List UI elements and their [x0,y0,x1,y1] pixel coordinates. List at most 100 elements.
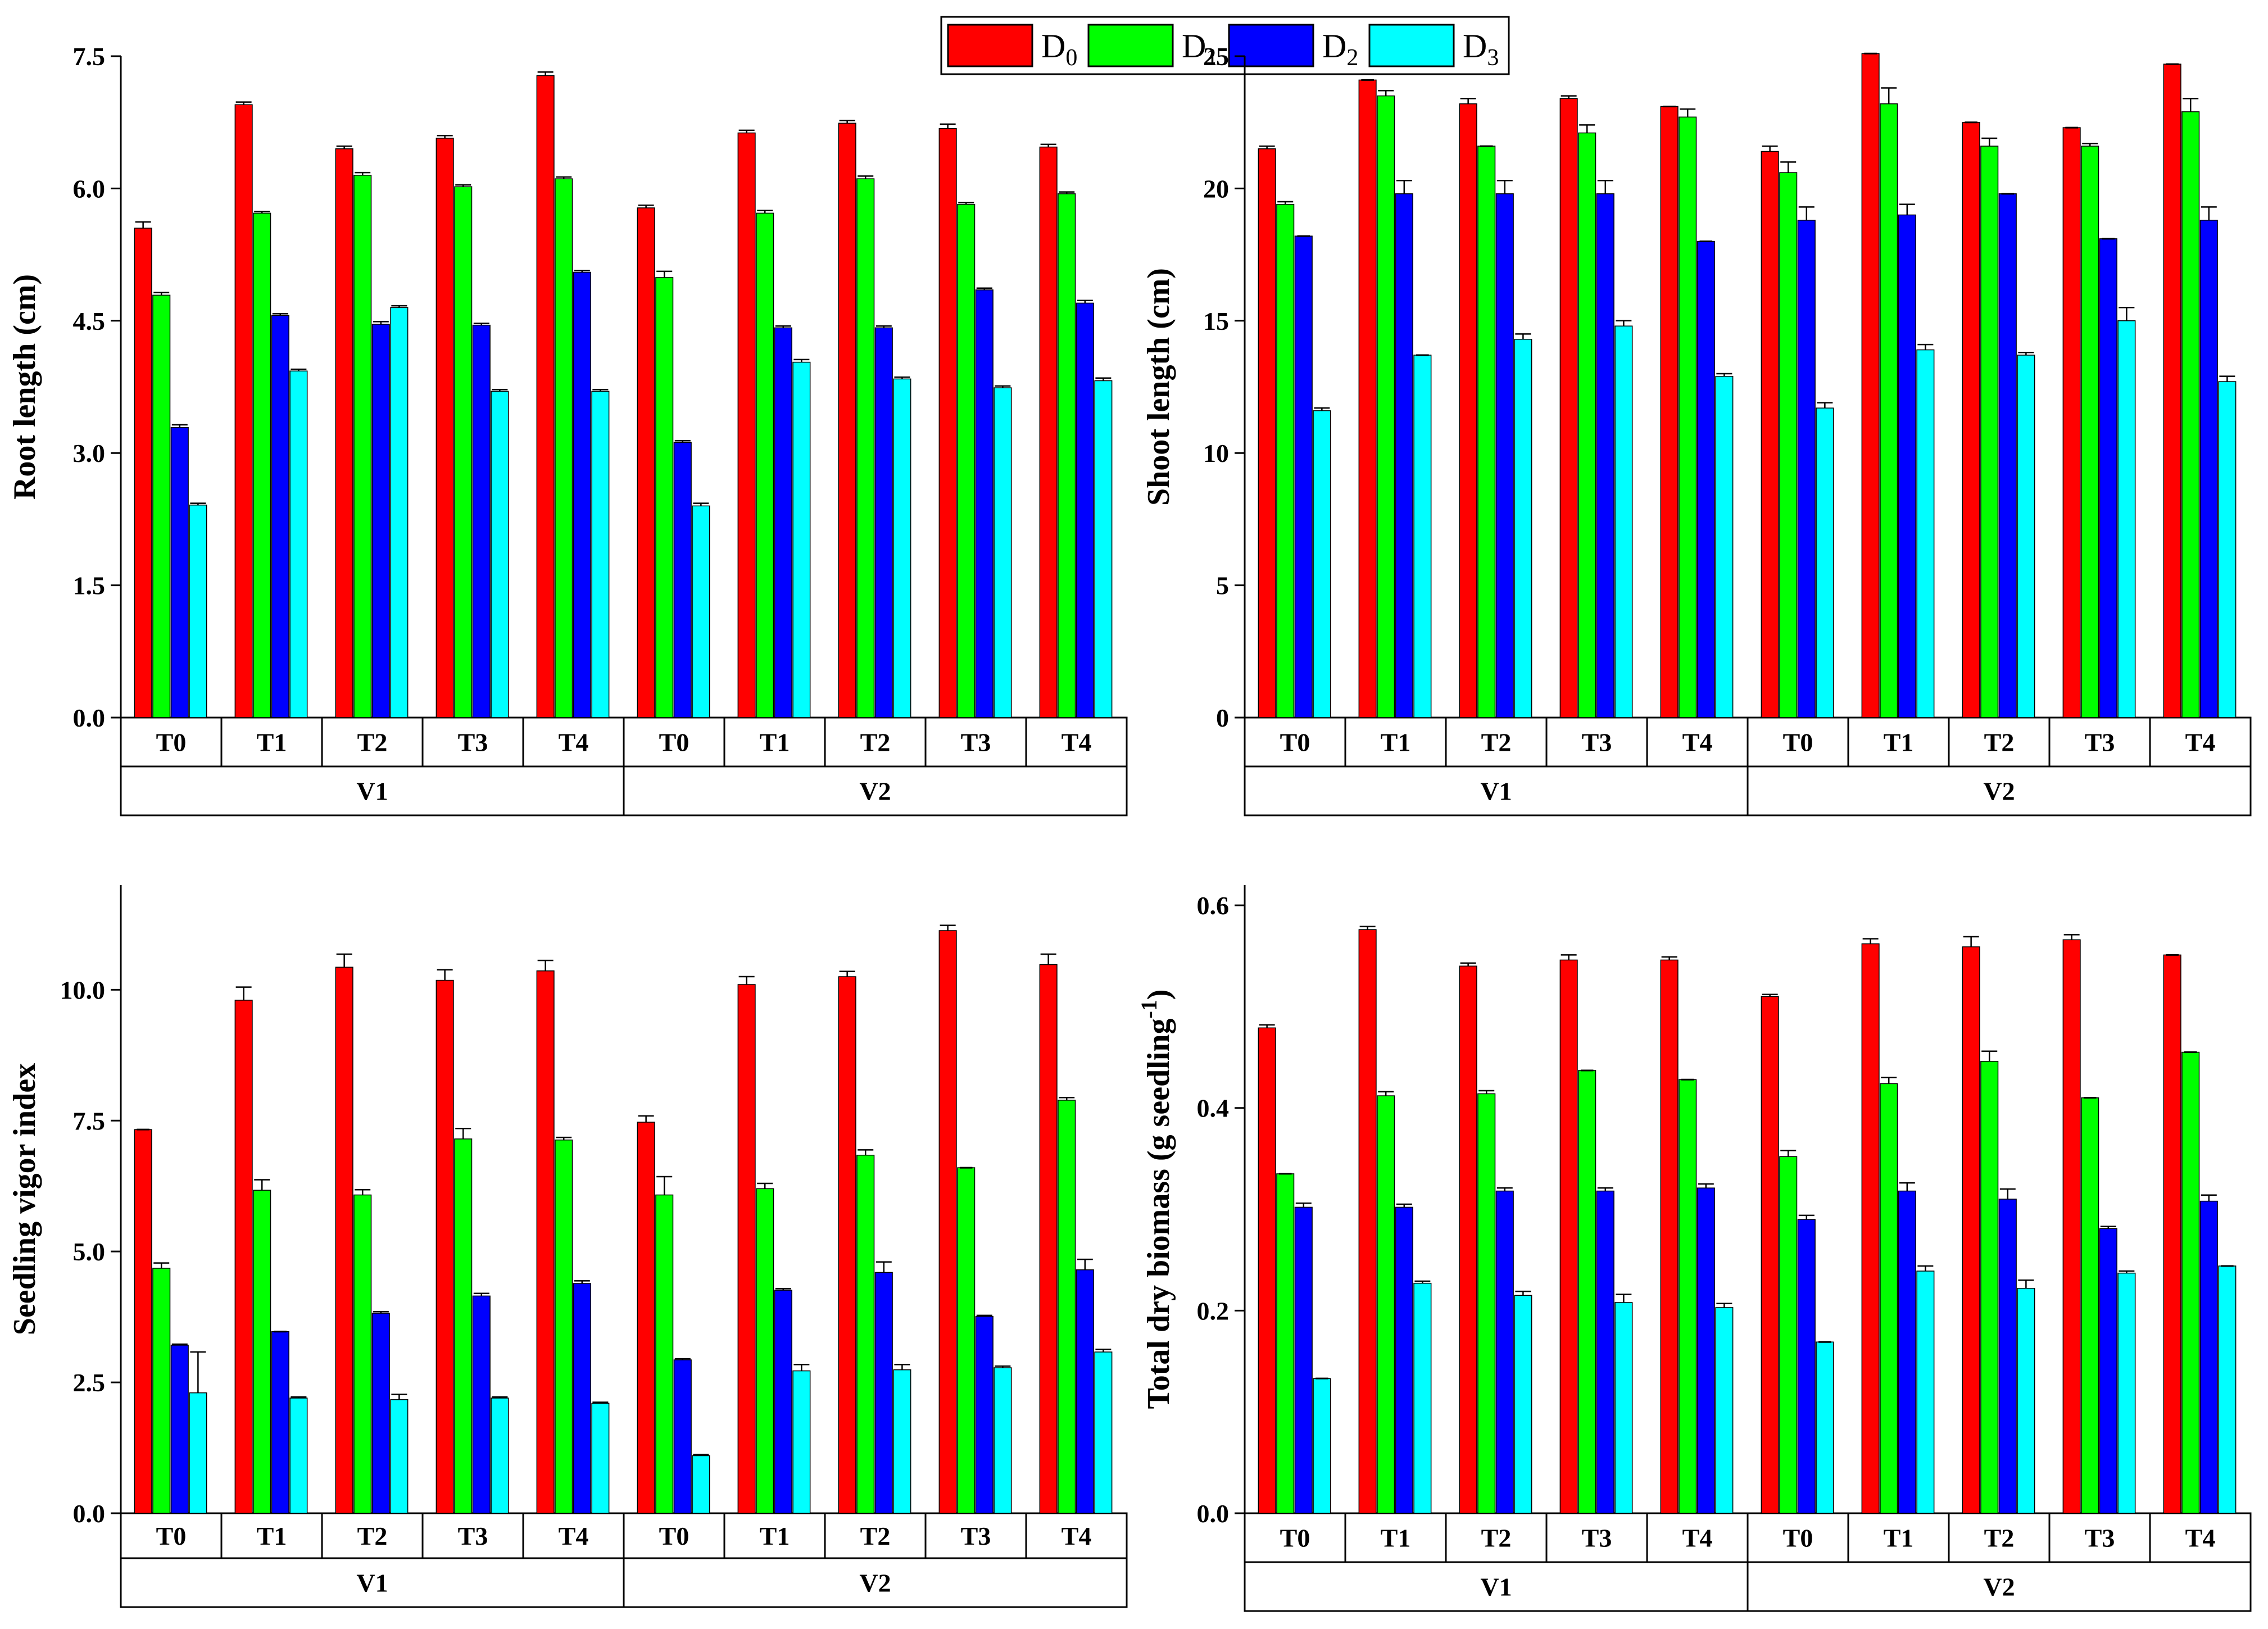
category-label: T4 [1062,728,1092,757]
legend-label-d2: D2 [1322,28,1358,71]
bar-d1 [1578,132,1596,718]
bar-d2 [1294,235,1313,718]
bar-d1 [2081,1097,2099,1514]
bar-d0 [134,228,152,718]
category-label: T3 [2085,728,2115,757]
bar-d0 [1660,959,1679,1514]
bar-d2 [673,442,692,718]
category-label: T4 [1682,728,1713,757]
category-label: T1 [1884,728,1914,757]
bar-d3 [591,1403,610,1514]
group-label: V1 [1480,777,1512,806]
bar-d0 [2062,939,2081,1514]
bar-d0 [1761,151,1779,718]
bar-d1 [1880,1083,1898,1514]
category-label: T1 [257,1522,287,1550]
bar-d0 [1258,1027,1276,1514]
bar-d1 [1377,95,1395,718]
panel-shoot-length: 0 5 10 15 20 25 Shoot length (cm) T0 T1 T2 T3 T4 T0 T… [1141,42,2252,816]
bar-d1 [253,1190,271,1514]
bar-d0 [1660,106,1679,718]
bar-d1 [1779,1156,1798,1514]
bar-d3 [1514,1295,1532,1514]
category-label: T4 [1682,1524,1713,1553]
y-tick-label: 0.4 [1197,1094,1230,1123]
bar-d1 [454,186,473,718]
category-label: T2 [1984,728,2015,757]
bar-d1 [1276,203,1295,718]
y-axis-label: Total dry biomass (g seedling-1) [1136,990,1176,1409]
bar-d2 [170,1345,189,1514]
bar-d1 [1058,193,1076,718]
bar-d1 [152,294,171,718]
bar-d2 [2099,238,2117,718]
category-label: T4 [2185,728,2216,757]
bar-d1 [1477,146,1496,718]
bar-d1 [1276,1173,1295,1514]
y-tick-label: 2.5 [73,1368,106,1397]
group-label: V1 [356,777,388,806]
bar-d0 [938,930,957,1514]
category-label: T4 [559,728,589,757]
bar-d0 [1258,148,1276,718]
category-label: T3 [458,728,488,757]
bar-d1 [2181,111,2200,718]
bar-d1 [1779,172,1798,718]
category-label: T1 [760,728,790,757]
bar-d0 [1559,959,1578,1514]
group-label: V2 [1983,1573,2015,1601]
bar-d0 [1861,943,1880,1514]
y-tick-label: 1.5 [73,571,106,600]
bar-d3 [792,1370,811,1514]
bar-d3 [1094,380,1113,718]
bar-d2 [573,271,591,718]
bar-d1 [353,1194,372,1514]
bar-d2 [573,1283,591,1514]
category-label: T2 [357,1522,388,1550]
bar-d2 [371,324,390,718]
y-axis-label: Seedling vigor index [7,1063,42,1335]
legend-swatch-d2 [1228,24,1314,67]
y-tick-label: 10 [1203,439,1229,468]
bar-d3 [692,505,710,718]
bar-d3 [1413,355,1432,718]
category-label: T2 [1984,1524,2015,1553]
category-label: T0 [659,728,690,757]
y-tick-label: 3.0 [73,439,106,468]
bar-d3 [1514,339,1532,718]
bar-d3 [189,505,207,718]
bar-d2 [774,327,792,718]
bar-d1 [2181,1051,2200,1514]
bar-d2 [1596,193,1614,718]
y-tick-label: 25 [1203,42,1229,71]
bar-d1 [655,1194,674,1514]
bar-d0 [838,122,856,718]
group-label: V2 [859,777,891,806]
panel-root-length: 0.0 1.5 3.0 4.5 6.0 7.5 Root length (cm) T0 T1 T2… [7,42,1128,816]
category-label: T0 [1280,1524,1310,1553]
legend-label-d3: D3 [1463,28,1499,71]
bar-d0 [1559,98,1578,718]
bar-d2 [271,1331,289,1514]
bar-d2 [1697,1187,1715,1514]
bar-d1 [2081,146,2099,718]
bar-d2 [673,1359,692,1514]
category-label: T3 [2085,1524,2115,1553]
legend-swatch-d3 [1368,24,1455,67]
bar-d0 [737,132,756,718]
bar-d3 [692,1455,710,1514]
bar-d3 [2218,1265,2237,1514]
bar-d2 [2099,1228,2117,1514]
bar-d2 [1495,1190,1514,1514]
bar-d0 [1039,146,1058,718]
bar-d3 [289,370,308,718]
bar-d0 [1962,946,1980,1514]
y-axis-label: Root length (cm) [7,274,42,500]
bar-d2 [472,324,491,718]
bar-d2 [1596,1190,1614,1514]
category-label: T2 [1481,728,1512,757]
legend-swatch-d0 [947,24,1033,67]
y-tick-label: 0.6 [1197,891,1230,920]
bar-d3 [1614,1302,1633,1514]
